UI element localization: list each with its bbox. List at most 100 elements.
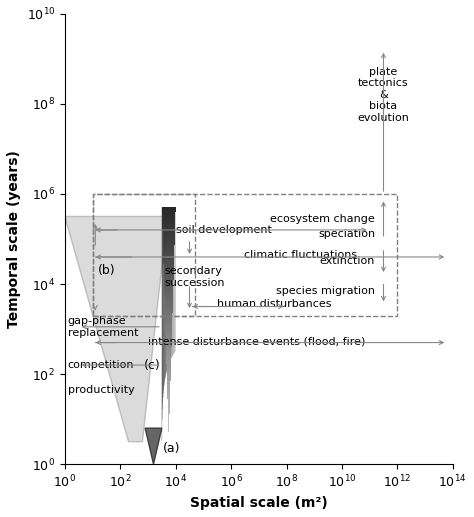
Polygon shape [164,256,174,259]
Polygon shape [166,357,171,360]
Text: soil development: soil development [176,225,272,235]
Polygon shape [164,292,173,294]
Polygon shape [168,402,170,404]
Polygon shape [166,346,172,348]
Polygon shape [166,343,172,346]
Polygon shape [165,306,173,308]
Polygon shape [166,341,172,343]
Polygon shape [163,224,175,226]
Polygon shape [167,378,171,381]
Polygon shape [165,325,172,327]
Text: (b): (b) [98,264,115,277]
Polygon shape [163,247,174,250]
Polygon shape [164,285,173,287]
Polygon shape [167,374,171,376]
Polygon shape [162,217,175,219]
Polygon shape [163,240,174,242]
Polygon shape [162,219,175,221]
Polygon shape [162,215,175,217]
Polygon shape [163,250,174,252]
Polygon shape [163,242,174,245]
Polygon shape [166,362,171,364]
Polygon shape [166,364,171,367]
Polygon shape [165,334,172,336]
Polygon shape [165,329,172,331]
Polygon shape [163,236,175,238]
Text: productivity: productivity [68,385,134,395]
Polygon shape [167,386,170,388]
Polygon shape [165,315,173,317]
Polygon shape [162,210,175,212]
Polygon shape [165,331,172,334]
Polygon shape [164,276,173,278]
Polygon shape [168,425,169,428]
Polygon shape [164,299,173,301]
Polygon shape [167,388,170,390]
Text: (a): (a) [163,442,181,455]
Polygon shape [165,308,173,311]
Polygon shape [164,294,173,296]
Polygon shape [164,303,173,306]
Polygon shape [166,360,171,362]
Bar [92,194,195,315]
Polygon shape [167,400,170,402]
Polygon shape [165,317,173,320]
Polygon shape [163,238,175,240]
Polygon shape [167,376,171,378]
Polygon shape [145,428,162,464]
Text: gap-phase
replacement: gap-phase replacement [68,316,138,338]
Polygon shape [168,404,170,406]
Polygon shape [167,397,170,400]
Polygon shape [168,409,170,411]
Polygon shape [164,290,173,292]
Text: competition: competition [68,360,134,370]
Polygon shape [163,233,175,236]
Text: species migration: species migration [276,286,375,296]
Polygon shape [163,254,174,256]
Polygon shape [164,261,174,264]
Polygon shape [164,268,174,271]
Polygon shape [166,336,172,339]
Text: speciation: speciation [318,230,375,239]
Polygon shape [168,416,169,418]
Polygon shape [163,229,175,231]
Polygon shape [164,271,173,273]
Polygon shape [163,252,174,254]
Polygon shape [167,381,171,383]
Polygon shape [168,406,170,409]
Polygon shape [164,266,174,268]
Polygon shape [164,287,173,290]
Text: intense disturbance events (flood, fire): intense disturbance events (flood, fire) [148,337,365,347]
Polygon shape [164,282,173,285]
Polygon shape [162,221,175,224]
Polygon shape [162,207,175,210]
Polygon shape [165,322,172,325]
Polygon shape [166,353,171,355]
Polygon shape [167,371,171,374]
Polygon shape [167,395,170,397]
Polygon shape [65,217,167,442]
Polygon shape [168,420,169,423]
X-axis label: Spatial scale (m²): Spatial scale (m²) [190,496,328,510]
Text: human disturbances: human disturbances [217,299,332,309]
Text: secondary
succession: secondary succession [164,266,225,288]
Polygon shape [165,327,172,329]
Polygon shape [167,369,171,371]
Polygon shape [165,311,173,313]
Polygon shape [164,273,173,276]
Polygon shape [164,296,173,299]
Polygon shape [164,259,174,261]
Text: climatic fluctuations: climatic fluctuations [244,250,357,260]
Polygon shape [164,278,173,280]
Text: (c): (c) [144,359,161,372]
Polygon shape [165,313,173,315]
Polygon shape [168,428,169,430]
Polygon shape [163,226,175,229]
Polygon shape [164,280,173,282]
Polygon shape [166,355,171,357]
Polygon shape [167,383,170,386]
Polygon shape [164,301,173,303]
Polygon shape [166,348,172,351]
Y-axis label: Temporal scale (years): Temporal scale (years) [7,150,21,328]
Text: plate
tectonics
&
biota
evolution: plate tectonics & biota evolution [357,67,410,123]
